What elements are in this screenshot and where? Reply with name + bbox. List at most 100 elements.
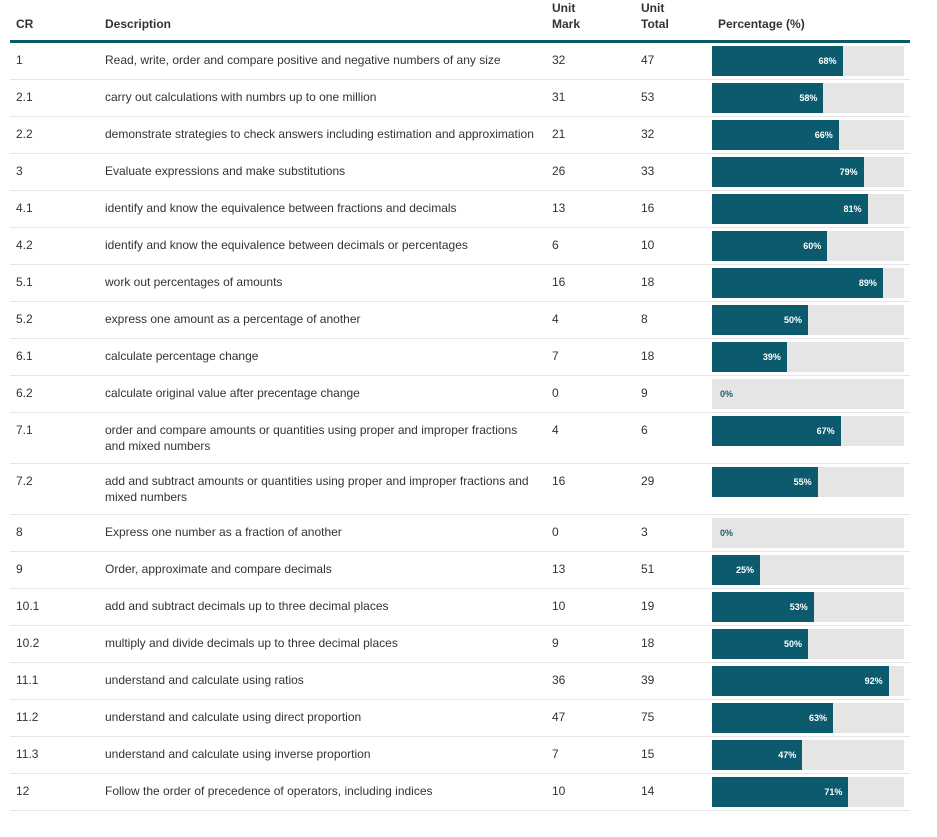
- cell-description: understand and calculate using direct pr…: [99, 699, 546, 737]
- cell-description: add and subtract amounts or quantities u…: [99, 463, 546, 515]
- cell-description: Express one number as a fraction of anot…: [99, 514, 546, 552]
- table-body: 1 Read, write, order and compare positive…: [10, 41, 910, 811]
- cell-percentage: 47%: [712, 736, 910, 774]
- cell-percentage: 81%: [712, 190, 910, 228]
- cell-total: 6: [635, 412, 712, 464]
- cell-total: 18: [635, 264, 712, 302]
- cell-mark: 7: [546, 338, 635, 376]
- cell-description: identify and know the equivalence betwee…: [99, 227, 546, 265]
- table-row: 8 Express one number as a fraction of ano…: [10, 514, 910, 552]
- percentage-bar-fill: [712, 555, 760, 585]
- percentage-label: 66%: [814, 130, 833, 140]
- cell-cr: 11.3: [10, 736, 99, 774]
- cell-total: 10: [635, 227, 712, 265]
- percentage-bar-fill: [712, 231, 828, 261]
- percentage-bar-track: 67%: [712, 416, 904, 446]
- table-row: 5.1 work out percentages of amounts 16 18 89…: [10, 264, 910, 302]
- cell-mark: 16: [546, 463, 635, 515]
- cell-percentage: 39%: [712, 338, 910, 376]
- table-row: 11.2 understand and calculate using direc…: [10, 699, 910, 737]
- table-row: 11.1 understand and calculate using ratio…: [10, 662, 910, 700]
- cell-cr: 10.2: [10, 625, 99, 663]
- cell-description: Follow the order of precedence of operat…: [99, 773, 546, 811]
- header-percentage: Percentage (%): [712, 0, 910, 43]
- cell-cr: 4.1: [10, 190, 99, 228]
- percentage-bar-track: 25%: [712, 555, 904, 585]
- cell-description: work out percentages of amounts: [99, 264, 546, 302]
- percentage-bar-track: 53%: [712, 592, 904, 622]
- cell-description: carry out calculations with numbrs up to…: [99, 79, 546, 117]
- header-description: Description: [99, 0, 546, 43]
- cell-total: 14: [635, 773, 712, 811]
- table-row: 9 Order, approximate and compare decimals…: [10, 551, 910, 589]
- cell-cr: 12: [10, 773, 99, 811]
- percentage-bar-track: 50%: [712, 305, 904, 335]
- cell-description: multiply and divide decimals up to three…: [99, 625, 546, 663]
- percentage-bar-fill: [712, 46, 843, 76]
- percentage-bar-track: 60%: [712, 231, 904, 261]
- cell-description: understand and calculate using ratios: [99, 662, 546, 700]
- cell-total: 33: [635, 153, 712, 191]
- cell-percentage: 66%: [712, 116, 910, 154]
- cell-cr: 8: [10, 514, 99, 552]
- table-row: 4.1 identify and know the equivalence bet…: [10, 190, 910, 228]
- cell-total: 15: [635, 736, 712, 774]
- percentage-bar-fill: [712, 342, 787, 372]
- percentage-label: 50%: [783, 315, 802, 325]
- cell-description: calculate percentage change: [99, 338, 546, 376]
- percentage-bar-fill: [712, 194, 868, 224]
- percentage-bar-fill: [712, 629, 808, 659]
- percentage-bar-fill: [712, 305, 808, 335]
- cell-percentage: 25%: [712, 551, 910, 589]
- header-cr: CR: [10, 0, 99, 43]
- percentage-bar-track: 79%: [712, 157, 904, 187]
- cell-percentage: 71%: [712, 773, 910, 811]
- cell-cr: 11.1: [10, 662, 99, 700]
- cell-cr: 7.2: [10, 463, 99, 515]
- cell-percentage: 55%: [712, 463, 910, 515]
- percentage-bar-track: 0%: [712, 518, 904, 548]
- percentage-label: 50%: [783, 639, 802, 649]
- cell-cr: 6.1: [10, 338, 99, 376]
- cell-description: Order, approximate and compare decimals: [99, 551, 546, 589]
- cell-mark: 0: [546, 514, 635, 552]
- cell-cr: 7.1: [10, 412, 99, 464]
- cell-cr: 5.1: [10, 264, 99, 302]
- cell-total: 19: [635, 588, 712, 626]
- cell-mark: 4: [546, 301, 635, 339]
- results-table: CR Description Unit Mark Unit Total Perc…: [10, 0, 910, 811]
- percentage-bar-fill: [712, 666, 889, 696]
- percentage-label: 92%: [864, 676, 883, 686]
- table-row: 12 Follow the order of precedence of oper…: [10, 773, 910, 811]
- cell-cr: 4.2: [10, 227, 99, 265]
- cell-mark: 0: [546, 375, 635, 413]
- percentage-bar-fill: [712, 157, 864, 187]
- cell-cr: 5.2: [10, 301, 99, 339]
- cell-cr: 2.1: [10, 79, 99, 117]
- percentage-bar-track: 71%: [712, 777, 904, 807]
- table-row: 3 Evaluate expressions and make substitut…: [10, 153, 910, 191]
- cell-total: 18: [635, 625, 712, 663]
- header-unit-total: Unit Total: [635, 0, 712, 43]
- percentage-label: 39%: [762, 352, 781, 362]
- cell-mark: 13: [546, 551, 635, 589]
- cell-total: 39: [635, 662, 712, 700]
- table-row: 10.2 multiply and divide decimals up to t…: [10, 625, 910, 663]
- percentage-label: 53%: [789, 602, 808, 612]
- cell-percentage: 89%: [712, 264, 910, 302]
- cell-percentage: 50%: [712, 301, 910, 339]
- cell-cr: 11.2: [10, 699, 99, 737]
- cell-total: 32: [635, 116, 712, 154]
- cell-cr: 6.2: [10, 375, 99, 413]
- percentage-label: 63%: [808, 713, 827, 723]
- cell-description: understand and calculate using inverse p…: [99, 736, 546, 774]
- cell-mark: 16: [546, 264, 635, 302]
- percentage-label: 47%: [778, 750, 797, 760]
- cell-percentage: 92%: [712, 662, 910, 700]
- cell-mark: 36: [546, 662, 635, 700]
- percentage-bar-fill: [712, 777, 849, 807]
- percentage-bar-track: 81%: [712, 194, 904, 224]
- table-row: 7.2 add and subtract amounts or quantitie…: [10, 463, 910, 515]
- cell-description: Evaluate expressions and make substituti…: [99, 153, 546, 191]
- cell-total: 53: [635, 79, 712, 117]
